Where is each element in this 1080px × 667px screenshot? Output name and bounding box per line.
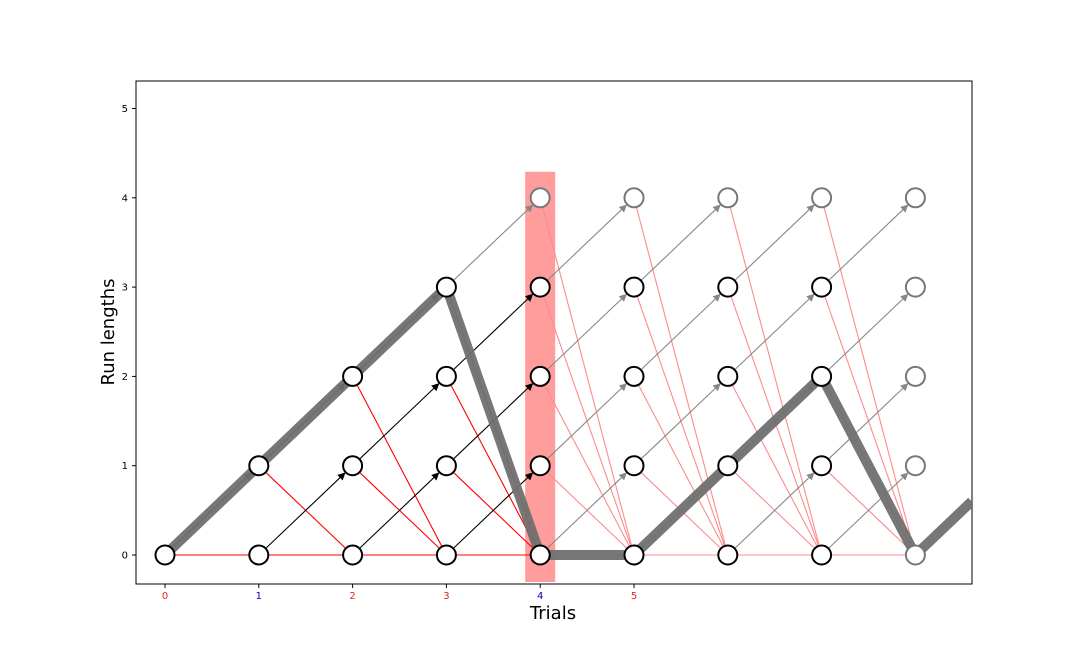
changepoint-edge <box>732 385 818 546</box>
growth-edge <box>453 204 534 281</box>
growth-edge <box>359 383 440 459</box>
growth-edge <box>735 472 815 549</box>
x-tick-label: 1 <box>256 591 262 602</box>
y-tick-label: 0 <box>122 551 128 562</box>
y-tick-label: 2 <box>122 372 128 383</box>
run-length-node <box>248 455 270 477</box>
y-tick-label: 4 <box>122 193 128 204</box>
run-length-node <box>623 187 645 209</box>
run-length-node <box>717 455 739 477</box>
run-length-node <box>529 365 551 387</box>
growth-edge <box>547 204 627 281</box>
growth-edge <box>641 293 721 370</box>
run-length-node <box>623 365 645 387</box>
growth-edge <box>828 383 909 459</box>
x-tick-label: 0 <box>162 591 168 602</box>
growth-edge <box>547 383 627 459</box>
x-tick-label: 2 <box>349 591 355 602</box>
growth-edge <box>735 293 815 370</box>
changepoint-edge <box>638 385 724 546</box>
run-length-node <box>811 544 833 566</box>
run-length-node <box>811 187 833 209</box>
run-length-node <box>435 455 457 477</box>
run-length-node <box>529 276 551 298</box>
run-length-node <box>342 455 364 477</box>
run-length-node <box>904 365 926 387</box>
run-length-node <box>904 276 926 298</box>
x-tick-label: 4 <box>537 591 543 602</box>
run-length-node <box>342 365 364 387</box>
run-length-node <box>623 544 645 566</box>
run-length-node <box>623 455 645 477</box>
y-tick-label: 1 <box>122 461 128 472</box>
run-length-node <box>623 276 645 298</box>
run-length-node <box>529 544 551 566</box>
run-length-node <box>717 187 739 209</box>
run-length-node <box>529 455 551 477</box>
run-length-node <box>717 544 739 566</box>
run-length-node <box>342 544 364 566</box>
growth-edge <box>828 204 909 281</box>
growth-edge <box>359 472 440 549</box>
growth-edge <box>828 293 909 370</box>
x-axis-label: Trials <box>529 603 576 624</box>
run-length-node <box>717 276 739 298</box>
run-length-node <box>904 187 926 209</box>
run-length-node <box>811 455 833 477</box>
growth-edge <box>641 204 721 281</box>
changepoint-edge <box>450 385 536 546</box>
run-length-node <box>811 365 833 387</box>
run-length-node <box>717 365 739 387</box>
changepoint-edge <box>356 385 443 546</box>
run-length-node <box>435 365 457 387</box>
run-length-node <box>154 544 176 566</box>
run-length-node <box>435 276 457 298</box>
run-length-node <box>811 276 833 298</box>
y-axis-label: Run lengths <box>98 279 119 386</box>
run-length-node <box>435 544 457 566</box>
x-tick-label: 3 <box>443 591 449 602</box>
run-length-node <box>248 544 270 566</box>
run-length-node <box>904 544 926 566</box>
changepoint-edge <box>823 207 914 545</box>
run-length-node <box>904 455 926 477</box>
most-likely-path <box>161 278 972 564</box>
growth-edge <box>547 293 627 370</box>
run-length-node <box>529 187 551 209</box>
growth-edge <box>266 472 346 549</box>
growth-edge <box>547 472 627 549</box>
y-tick-label: 5 <box>122 104 128 115</box>
y-tick-label: 3 <box>122 283 128 294</box>
changepoint-edge <box>542 207 632 545</box>
changepoint-edge <box>544 385 630 546</box>
growth-edge <box>735 204 815 281</box>
changepoint-edge <box>729 207 820 545</box>
growth-edge <box>828 472 909 549</box>
x-tick-label: 5 <box>631 591 637 602</box>
growth-edge <box>641 383 721 459</box>
